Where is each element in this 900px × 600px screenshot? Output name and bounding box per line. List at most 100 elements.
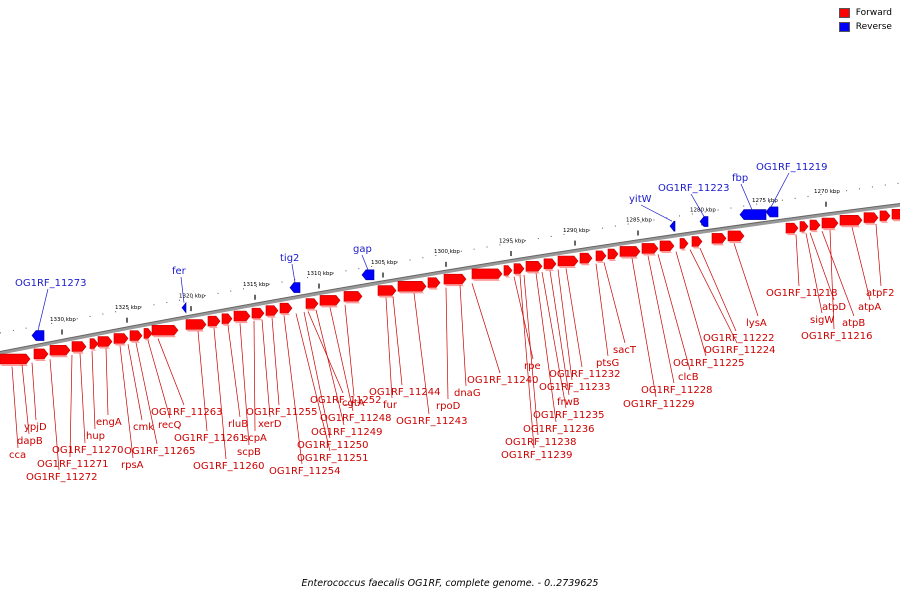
tick-label: 1295 kbp — [499, 238, 525, 244]
reverse-gene — [361, 269, 375, 281]
forward-gene-shadow — [114, 343, 126, 346]
forward-leader-line — [127, 344, 143, 421]
forward-leader-line — [157, 338, 185, 406]
forward-gene-shadow — [880, 220, 888, 223]
forward-leader-line — [239, 323, 250, 446]
forward-gene-label: OG1RF_11270 — [52, 445, 124, 456]
forward-leader-line — [875, 224, 882, 287]
forward-gene — [0, 353, 31, 365]
forward-gene-shadow — [0, 364, 28, 367]
forward-gene-label: OG1RF_11261 — [174, 433, 246, 444]
forward-gene-shadow — [50, 355, 68, 358]
reverse-leader-line — [180, 276, 185, 303]
reverse-leader-line — [690, 193, 705, 217]
forward-gene-shadow — [72, 351, 84, 354]
reverse-gene-label: fbp — [732, 173, 748, 184]
forward-gene-label: OG1RF_11251 — [297, 453, 369, 464]
tick-label: 1330 kbp — [50, 317, 76, 323]
forward-gene-shadow — [728, 240, 742, 243]
forward-gene-label: OG1RF_11272 — [26, 472, 98, 483]
reverse-gene — [289, 282, 301, 293]
tick-label: 1305 kbp — [371, 260, 397, 266]
reverse-gene — [181, 301, 187, 314]
forward-gene — [727, 230, 745, 242]
forward-leader-line — [21, 364, 30, 435]
reverse-gene — [31, 330, 45, 341]
forward-gene-label: dnaG — [454, 388, 481, 399]
forward-gene-shadow — [90, 348, 96, 351]
forward-gene-shadow — [144, 338, 150, 341]
forward-gene-shadow — [608, 259, 616, 262]
legend: Forward Reverse — [838, 8, 892, 36]
forward-gene-shadow — [786, 233, 796, 236]
forward-leader-line — [805, 233, 823, 314]
forward-gene — [377, 285, 397, 296]
forward-gene-shadow — [642, 253, 656, 256]
forward-leader-line — [519, 275, 535, 449]
forward-leader-line — [631, 258, 657, 398]
forward-gene-shadow — [712, 243, 724, 246]
forward-gene — [525, 261, 543, 272]
forward-leader-line — [295, 313, 331, 452]
forward-gene-label: atpA — [858, 302, 881, 313]
forward-leader-line — [271, 317, 280, 406]
forward-gene — [305, 298, 319, 309]
forward-gene — [397, 281, 427, 292]
forward-gene-label: scpB — [237, 447, 261, 458]
forward-gene-label: OG1RF_11224 — [704, 345, 776, 356]
forward-gene — [71, 341, 87, 352]
forward-leader-line — [733, 243, 759, 317]
forward-leader-line — [809, 232, 835, 301]
forward-leader-line — [513, 276, 534, 360]
forward-gene-label: rpsA — [121, 460, 144, 471]
forward-gene-shadow — [252, 318, 262, 321]
tick-label: 1290 kbp — [563, 228, 589, 234]
forward-gene-shadow — [620, 256, 638, 259]
forward-gene-shadow — [320, 305, 338, 308]
forward-gene-label: OG1RF_11255 — [246, 407, 318, 418]
forward-leader-line — [147, 340, 171, 419]
forward-leader-line — [689, 249, 738, 344]
forward-gene-label: xerD — [258, 419, 282, 430]
forward-gene-label: OG1RF_11233 — [539, 382, 611, 393]
forward-gene-label: clcB — [678, 372, 699, 383]
forward-leader-line — [119, 345, 134, 459]
forward-leader-line — [413, 292, 430, 415]
forward-gene-shadow — [526, 271, 540, 274]
forward-gene-label: OG1RF_11271 — [37, 459, 109, 470]
reverse-gene-label: tig2 — [280, 253, 299, 264]
forward-gene-shadow — [892, 219, 900, 222]
forward-gene-label: fur — [383, 400, 398, 411]
forward-gene-shadow — [504, 275, 510, 278]
forward-gene — [89, 338, 99, 349]
forward-gene-label: OG1RF_11232 — [549, 369, 621, 380]
forward-leader-line — [11, 366, 19, 449]
forward-leader-line — [603, 262, 626, 344]
forward-gene-shadow — [130, 340, 140, 343]
forward-gene-label: lysA — [746, 318, 767, 329]
reverse-gene-label: OG1RF_11219 — [756, 162, 828, 173]
forward-leader-line — [135, 342, 158, 445]
forward-gene-label: OG1RF_11228 — [641, 385, 713, 396]
forward-gene-label: ptsG — [596, 358, 619, 369]
forward-gene — [799, 221, 809, 232]
forward-leader-line — [253, 320, 256, 432]
forward-gene — [207, 315, 221, 327]
forward-gene-label: recQ — [158, 420, 182, 431]
forward-gene — [513, 263, 525, 275]
forward-leader-line — [69, 354, 73, 458]
forward-gene-label: sigW — [810, 315, 834, 326]
forward-gene — [821, 217, 839, 229]
tick-label: 1300 kbp — [434, 249, 460, 255]
tick-label: 1270 kbp — [814, 189, 840, 195]
forward-gene-shadow — [280, 313, 290, 316]
forward-gene — [879, 210, 891, 222]
forward-leader-line — [197, 331, 208, 432]
forward-leader-line — [459, 285, 467, 387]
reverse-gene — [669, 220, 676, 232]
forward-gene — [151, 324, 179, 336]
forward-leader-line — [851, 227, 871, 301]
forward-leader-line — [565, 268, 583, 368]
forward-gene-shadow — [234, 321, 248, 324]
